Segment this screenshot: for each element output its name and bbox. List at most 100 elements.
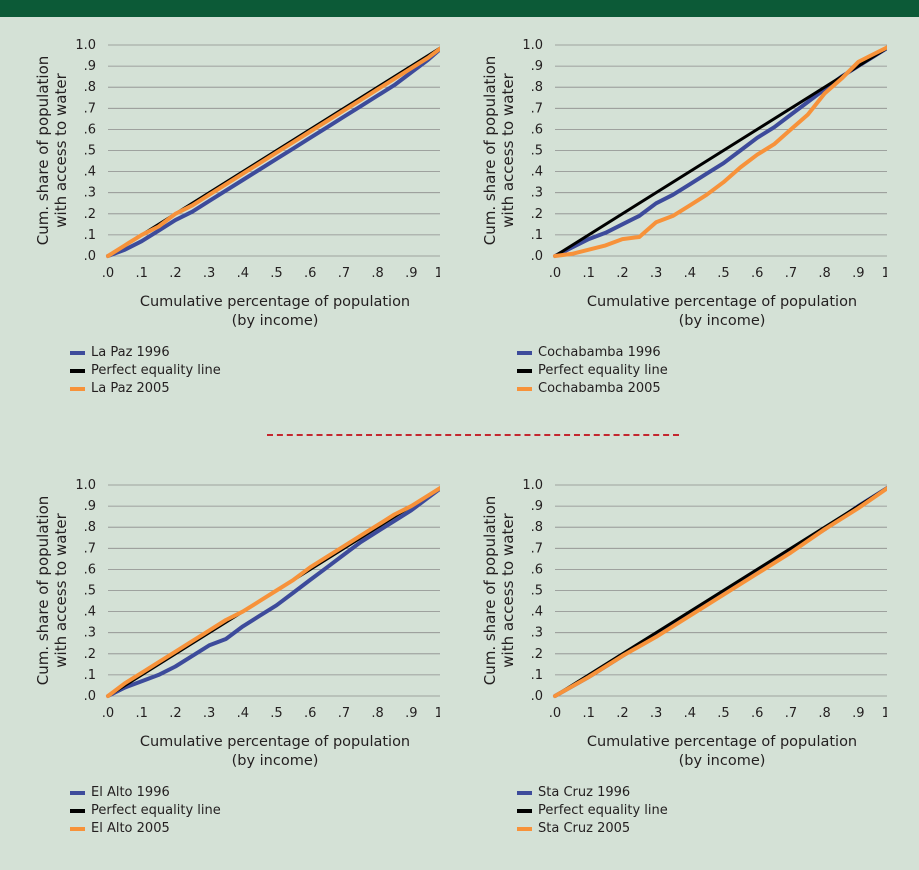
x-tick-label: .8	[818, 266, 830, 281]
x-tick-label: .7	[785, 266, 797, 281]
legend-label: El Alto 1996	[91, 784, 170, 802]
x-tick-label: .3	[203, 706, 215, 721]
y-tick-label: .7	[84, 541, 96, 556]
legend-item: Perfect equality line	[70, 802, 221, 820]
y-tick-label: .4	[531, 165, 543, 180]
chart-panel-4: .0 .0 .1 .1 .2 .2 .3 .3 .4 .4 .5 .5 .6 .6 .7 .7 .8 .8 .9 .9…	[447, 460, 887, 870]
legend-item: La Paz 1996	[70, 344, 221, 362]
section-divider	[267, 434, 679, 436]
x-tick-label: .7	[338, 266, 350, 281]
y-tick-label: .5	[84, 584, 96, 599]
legend-item: Perfect equality line	[517, 802, 668, 820]
y-tick-label: .7	[84, 101, 96, 116]
legend-item: Perfect equality line	[517, 362, 668, 380]
y-tick-label: .3	[531, 626, 543, 641]
legend-label: Perfect equality line	[91, 802, 221, 820]
y-tick-label: .0	[531, 249, 543, 264]
x-axis-label-line1: Cumulative percentage of population	[587, 294, 857, 310]
y-axis-label-line1: Cum. share of population	[481, 56, 499, 246]
x-tick-label: .6	[304, 706, 316, 721]
x-tick-label: .8	[371, 266, 383, 281]
x-tick-label: .9	[852, 706, 864, 721]
x-tick-label: .8	[818, 706, 830, 721]
x-tick-label: .2	[169, 266, 181, 281]
y-tick-label: .8	[531, 80, 543, 95]
y-tick-label: 1.0	[75, 38, 96, 53]
legend-swatch	[70, 827, 85, 831]
x-tick-label: .1	[135, 266, 147, 281]
x-tick-label: .4	[237, 706, 249, 721]
x-axis-label-line1: Cumulative percentage of population	[140, 294, 410, 310]
x-axis-label-line2: (by income)	[679, 753, 766, 769]
y-tick-label: .9	[531, 499, 543, 514]
y-tick-label: .5	[531, 584, 543, 599]
legend-swatch	[517, 351, 532, 355]
x-axis-label-line1: Cumulative percentage of population	[587, 734, 857, 750]
y-tick-label: .4	[531, 605, 543, 620]
x-tick-label: .4	[684, 706, 696, 721]
x-tick-label: .8	[371, 706, 383, 721]
legend-label: La Paz 1996	[91, 344, 170, 362]
x-tick-label: .4	[684, 266, 696, 281]
legend-item: Sta Cruz 1996	[517, 784, 668, 802]
legend-label: Perfect equality line	[538, 362, 668, 380]
y-axis-label-line1: Cum. share of population	[34, 56, 52, 246]
x-tick-label: .6	[751, 266, 763, 281]
legend-label: Cochabamba 1996	[538, 344, 661, 362]
y-tick-label: .4	[84, 165, 96, 180]
legend-item: Cochabamba 1996	[517, 344, 668, 362]
x-tick-label: .6	[304, 266, 316, 281]
x-tick-label: .1	[582, 706, 594, 721]
x-tick-label: .0	[102, 706, 114, 721]
legend-swatch	[517, 827, 532, 831]
y-axis-label-line2: with access to water	[499, 72, 517, 227]
x-tick-label: .7	[785, 706, 797, 721]
legend-swatch	[517, 809, 532, 813]
y-tick-label: .3	[531, 186, 543, 201]
x-tick-label: .3	[650, 266, 662, 281]
y-tick-label: .5	[84, 144, 96, 159]
legend-swatch	[70, 369, 85, 373]
y-tick-label: .7	[531, 541, 543, 556]
x-tick-label: .0	[549, 706, 561, 721]
y-tick-label: .7	[531, 101, 543, 116]
y-tick-label: .2	[531, 647, 543, 662]
x-tick-label: 1.0	[435, 266, 440, 281]
chart-panel-1: .0 .0 .1 .1 .2 .2 .3 .3 .4 .4 .5 .5 .6 .6 .7 .7 .8 .8 .9 .9…	[0, 20, 440, 430]
x-tick-label: .0	[549, 266, 561, 281]
legend-swatch	[517, 369, 532, 373]
legend-label: Sta Cruz 1996	[538, 784, 630, 802]
legend-item: Cochabamba 2005	[517, 380, 668, 398]
y-tick-label: .5	[531, 144, 543, 159]
y-axis-label-line1: Cum. share of population	[481, 496, 499, 686]
y-tick-label: .0	[531, 689, 543, 704]
legend: La Paz 1996 Perfect equality line La Paz 2…	[70, 344, 221, 398]
y-tick-label: .2	[531, 207, 543, 222]
y-axis-label-line2: with access to water	[52, 512, 70, 667]
x-axis-label-line2: (by income)	[679, 313, 766, 329]
x-tick-label: 1.0	[435, 706, 440, 721]
y-tick-label: 1.0	[522, 38, 543, 53]
legend-swatch	[70, 809, 85, 813]
legend-swatch	[70, 351, 85, 355]
y-axis-label-line1: Cum. share of population	[34, 496, 52, 686]
x-axis-label-line2: (by income)	[232, 313, 319, 329]
y-tick-label: .0	[84, 249, 96, 264]
legend-item: El Alto 1996	[70, 784, 221, 802]
y-tick-label: .1	[531, 228, 543, 243]
x-tick-label: .1	[135, 706, 147, 721]
y-tick-label: .1	[84, 668, 96, 683]
x-tick-label: .2	[616, 266, 628, 281]
x-axis-label-line2: (by income)	[232, 753, 319, 769]
x-tick-label: .7	[338, 706, 350, 721]
x-tick-label: .9	[405, 266, 417, 281]
y-tick-label: .0	[84, 689, 96, 704]
legend-swatch	[70, 387, 85, 391]
chart-panel-3: .0.0.1.1.2.2.3.3.4.4.5.5.6.6.7.7.8.8.9.9…	[0, 460, 440, 870]
y-tick-label: .4	[84, 605, 96, 620]
legend-swatch	[517, 387, 532, 391]
legend-swatch	[517, 791, 532, 795]
y-tick-label: .3	[84, 186, 96, 201]
legend: Cochabamba 1996 Perfect equality line Coch…	[517, 344, 668, 398]
legend-label: Perfect equality line	[538, 802, 668, 820]
